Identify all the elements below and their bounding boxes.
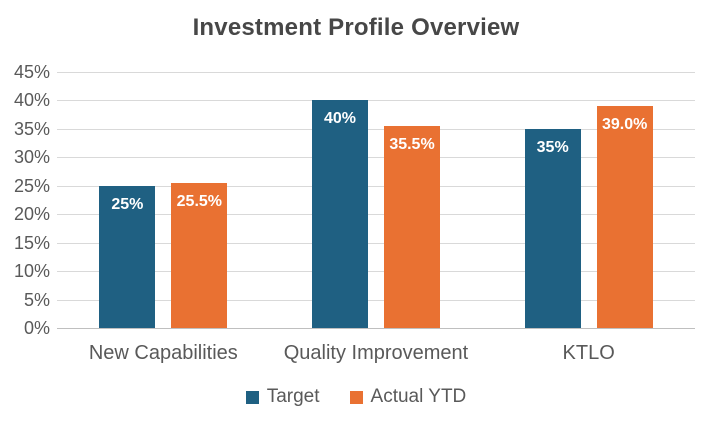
legend-label-target: Target <box>266 386 320 407</box>
bar-actual-ytd-ktlo: 39.0% <box>596 106 653 328</box>
bar-data-label: 35% <box>536 138 569 156</box>
y-axis-tick-label: 20% <box>13 204 50 225</box>
gridline <box>57 72 695 73</box>
gridline <box>57 214 695 216</box>
bar-actual-ytd-new-capabilities: 25.5% <box>171 182 228 328</box>
y-axis-tick-label: 5% <box>23 289 50 310</box>
bar-data-label: 25.5% <box>176 192 223 210</box>
bar-data-label: 25% <box>111 195 144 213</box>
y-axis-tick-label: 40% <box>13 90 50 111</box>
bar-actual-ytd-quality-improvement: 35.5% <box>384 126 440 328</box>
legend-item-target: Target <box>245 386 320 408</box>
y-axis-tick-label: 35% <box>13 118 50 139</box>
bar-target-new-capabilities: 25% <box>99 185 156 328</box>
legend: Target Actual YTD <box>0 386 712 408</box>
bar-target-ktlo: 35% <box>524 128 581 328</box>
gridline <box>57 328 695 329</box>
gridline <box>57 242 695 244</box>
gridline <box>57 128 695 130</box>
x-axis-category-label: Quality Improvement <box>283 342 469 364</box>
target-legend-swatch-icon <box>245 390 259 404</box>
y-axis-tick-label: 15% <box>13 232 50 253</box>
gridline <box>57 185 695 187</box>
bar-data-label: 39.0% <box>601 116 648 134</box>
y-axis-tick-label: 30% <box>13 147 50 168</box>
legend-item-actual-ytd: Actual YTD <box>349 386 467 408</box>
gridline <box>57 299 695 301</box>
gridline <box>57 157 695 159</box>
legend-label-actual-ytd: Actual YTD <box>370 386 467 407</box>
x-axis-category-label: KTLO <box>562 342 615 364</box>
x-axis-category-label: New Capabilities <box>88 342 238 364</box>
y-axis-tick-label: 45% <box>13 62 50 82</box>
bar-data-label: 40% <box>323 110 357 128</box>
y-axis-tick-label: 0% <box>23 318 50 338</box>
gridline <box>57 100 695 102</box>
y-axis-tick-label: 25% <box>13 175 50 196</box>
chart-title: Investment Profile Overview <box>192 14 520 41</box>
gridline <box>57 271 695 273</box>
y-axis-tick-label: 10% <box>13 261 50 282</box>
bar-target-quality-improvement: 40% <box>312 100 368 328</box>
bar-data-label: 35.5% <box>389 136 435 154</box>
actual-ytd-legend-swatch-icon <box>349 390 363 404</box>
